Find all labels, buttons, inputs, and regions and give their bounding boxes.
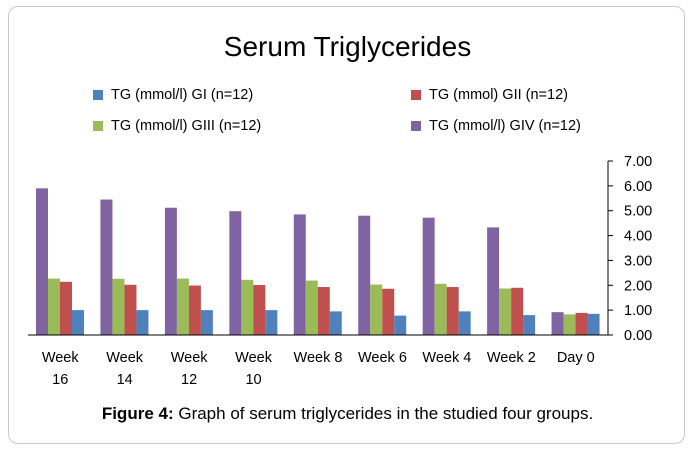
bar-s1-c6: [434, 283, 447, 335]
x-tick-label-2-1: 12: [181, 372, 197, 388]
x-tick-label-7-0: Week 2: [487, 350, 536, 366]
bar-s2-c2: [188, 285, 201, 335]
bar-s1-c5: [370, 284, 383, 335]
x-tick-label-1-0: Week: [106, 350, 144, 366]
bar-s2-c0: [60, 281, 72, 335]
bar-s2-c1: [124, 284, 137, 335]
bar-s0-c7: [487, 227, 500, 335]
figure-frame: [8, 6, 685, 444]
bar-s3-c0: [72, 310, 84, 335]
y-tick-label-6: 6.00: [624, 179, 652, 195]
bar-s1-c2: [176, 278, 189, 335]
bar-s3-c5: [394, 315, 407, 335]
bar-s2-c3: [253, 285, 266, 335]
legend-swatch-giii: [93, 121, 103, 131]
bar-s2-c7: [511, 287, 524, 335]
bar-s1-c4: [305, 280, 318, 335]
x-tick-label-2-0: Week: [171, 350, 209, 366]
y-tick-label-1: 1.00: [624, 303, 652, 319]
bar-s3-c7: [523, 315, 536, 335]
bar-s0-c5: [358, 215, 371, 335]
figure-caption: Figure 4: Graph of serum triglycerides i…: [0, 404, 695, 424]
axis-layer: Week 16 Week 14 Week 12 Week 10 Week 8 Week 6 Week…: [28, 154, 652, 388]
y-tick-label-2: 2.00: [624, 278, 652, 294]
bar-s0-c0: [36, 188, 48, 335]
bar-s0-c3: [229, 211, 242, 335]
bar-s0-c8: [551, 312, 564, 335]
bar-s3-c4: [329, 311, 342, 335]
legend-item-gi: TG (mmol/l) GI (n=12): [93, 87, 253, 103]
bar-s1-c0: [48, 278, 60, 335]
x-tick-label-3-0: Week: [235, 350, 273, 366]
bar-s0-c6: [422, 217, 435, 335]
bar-s3-c8: [587, 313, 600, 335]
legend-item-giv: TG (mmol/l) GIV (n=12): [411, 118, 581, 134]
legend-label-gi: TG (mmol/l) GI (n=12): [111, 87, 254, 103]
legend-item-gii: TG (mmol) GII (n=12): [411, 87, 568, 103]
legend-item-giii: TG (mmol/l) GIII (n=12): [93, 118, 261, 134]
chart-title: Serum Triglycerides: [223, 31, 472, 62]
x-tick-label-5-0: Week 6: [358, 350, 407, 366]
bar-s1-c1: [112, 278, 125, 335]
x-tick-label-8-0: Day 0: [557, 350, 595, 366]
x-tick-label-3-1: 10: [245, 372, 261, 388]
legend-label-giv: TG (mmol/l) GIV (n=12): [429, 118, 581, 134]
bar-s3-c6: [458, 311, 471, 335]
caption-text: Graph of serum triglycerides in the stud…: [173, 404, 594, 423]
legend-label-gii: TG (mmol) GII (n=12): [429, 87, 568, 103]
bar-s1-c7: [499, 288, 512, 335]
bar-s2-c6: [446, 287, 459, 335]
y-tick-label-5: 5.00: [624, 204, 652, 220]
x-tick-label-0-1: 16: [52, 372, 68, 388]
bar-s0-c4: [293, 214, 306, 335]
bar-s2-c8: [575, 312, 588, 335]
y-tick-label-7: 7.00: [624, 154, 652, 170]
bars-layer: [36, 188, 600, 335]
x-tick-label-4-0: Week 8: [294, 350, 343, 366]
x-tick-label-6-0: Week 4: [422, 350, 471, 366]
x-tick-label-1-1: 14: [117, 372, 133, 388]
bar-s3-c1: [136, 310, 149, 335]
legend-swatch-gi: [93, 90, 103, 100]
y-tick-label-0: 0.00: [624, 328, 652, 344]
legend-swatch-gii: [411, 90, 421, 100]
bar-s0-c2: [164, 207, 177, 335]
legend-label-giii: TG (mmol/l) GIII (n=12): [111, 118, 262, 134]
bar-s2-c4: [317, 287, 330, 335]
y-tick-label-4: 4.00: [624, 229, 652, 245]
caption-label: Figure 4:: [101, 404, 174, 423]
bar-s1-c8: [563, 314, 576, 335]
bar-s3-c3: [265, 310, 278, 335]
bar-s0-c1: [100, 199, 113, 335]
bar-s1-c3: [241, 279, 254, 335]
legend-swatch-giv: [411, 121, 421, 131]
y-tick-label-3: 3.00: [624, 253, 652, 269]
x-tick-label-0-0: Week: [42, 350, 80, 366]
bar-s3-c2: [200, 310, 213, 335]
bar-s2-c5: [382, 288, 395, 335]
